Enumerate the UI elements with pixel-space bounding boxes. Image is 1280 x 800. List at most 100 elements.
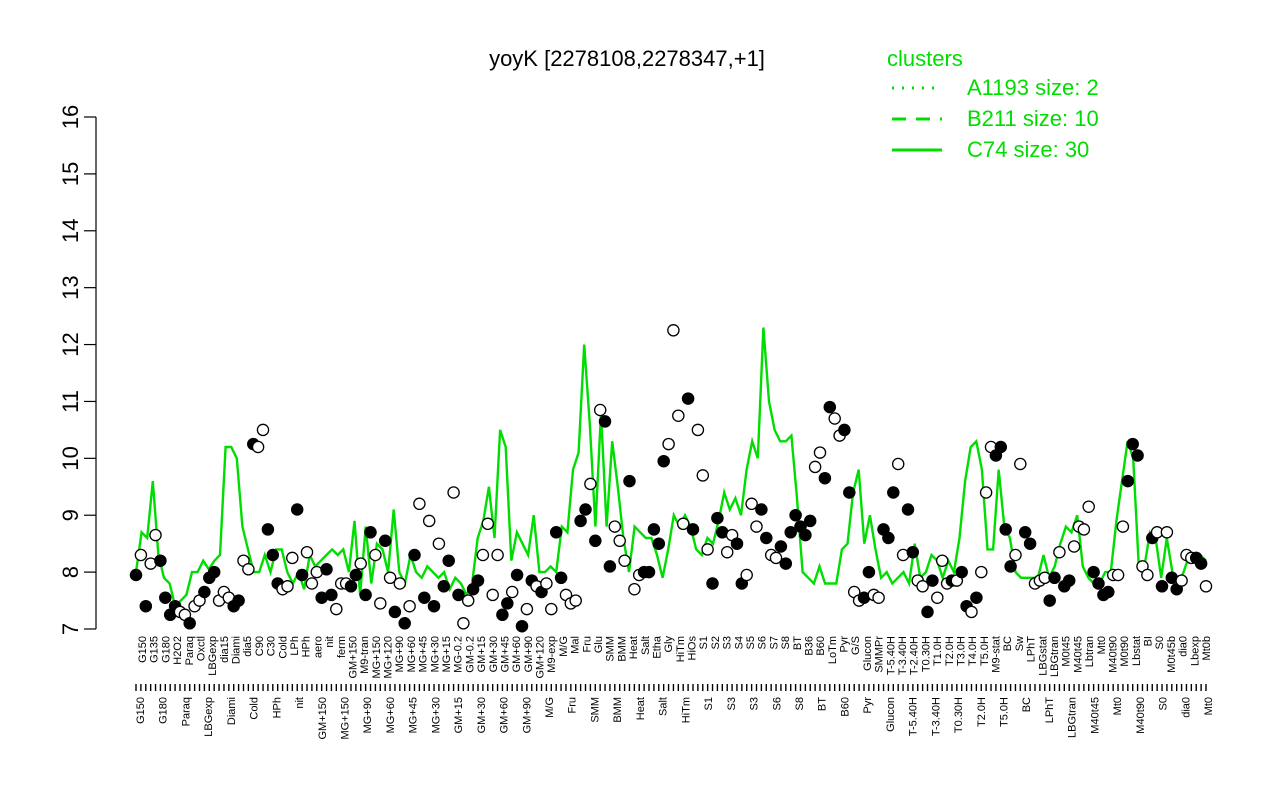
data-point (393, 577, 407, 590)
data-point (290, 503, 304, 516)
data-point (628, 582, 641, 596)
x-tick-label: S0 (1154, 636, 1166, 649)
data-point (325, 588, 338, 602)
x-tick-label: LBGexp (207, 636, 219, 676)
y-tick-label: 9 (58, 509, 83, 521)
points-layer (129, 324, 1213, 633)
data-point (779, 557, 793, 570)
y-tick-label: 11 (58, 390, 83, 413)
data-point (999, 523, 1012, 536)
data-point (403, 599, 416, 613)
x-tick-label: T1.0H (932, 636, 944, 666)
data-point (418, 591, 431, 604)
data-point (755, 503, 768, 516)
data-point (745, 497, 758, 511)
data-point (623, 474, 636, 488)
data-point (579, 503, 592, 516)
y-tick-label: 13 (58, 275, 83, 299)
data-point (369, 548, 382, 562)
x-tick-label: GM+60 (511, 636, 523, 672)
x-tick-label: M40t90 (1108, 636, 1120, 673)
x-tick-label: BMM (616, 636, 628, 662)
x-tick-label: S3 (722, 636, 734, 649)
legend-entry-label: C74 size: 30 (967, 137, 1089, 162)
data-point (427, 599, 441, 613)
data-point (720, 545, 734, 559)
x-tick-label: T2.0H (944, 636, 956, 666)
data-point (1175, 574, 1188, 587)
x-tick-label: Paraq (180, 697, 192, 726)
data-point (554, 571, 568, 585)
x-tick-label: GM+30 (476, 697, 488, 733)
x-tick-label: Heat (628, 636, 640, 659)
x-tick-label: T2.0H (976, 697, 988, 727)
x-tick-label: Fru (567, 697, 579, 714)
x-tick-label: B36 (804, 636, 816, 656)
x-tick-label: GM+60 (499, 697, 511, 733)
legend-title: clusters (887, 46, 963, 71)
data-point (159, 591, 172, 604)
x-tick-label: T-5.40H (885, 636, 897, 675)
data-point (549, 526, 563, 539)
x-tick-label: M0t90 (1119, 636, 1131, 667)
x-tick-label: Mal (570, 636, 582, 654)
data-point (505, 585, 519, 599)
data-point (1014, 457, 1027, 471)
data-point (349, 568, 363, 582)
data-point (461, 594, 475, 607)
x-tick-label: MG+120 (383, 636, 395, 679)
data-point (281, 580, 294, 593)
data-point (667, 324, 680, 337)
x-tick-label: H2O2 (172, 636, 184, 665)
data-point (642, 565, 656, 579)
data-point (232, 594, 245, 607)
data-point (818, 471, 832, 485)
data-point (808, 460, 822, 474)
x-tick-label: LBGtran (1067, 697, 1079, 738)
data-point (242, 563, 255, 576)
y-tick-label: 16 (58, 105, 83, 129)
x-tick-label: Lbtran (1084, 636, 1096, 667)
data-point (1004, 560, 1017, 573)
data-point (906, 545, 920, 559)
chart-title: yoyK [2278108,2278347,+1] (489, 46, 765, 71)
data-point (931, 591, 944, 604)
x-tick-label: Mt0 (1112, 697, 1124, 715)
x-tick-label: LoTm (827, 636, 839, 664)
x-tick-label: T0.30H (953, 697, 965, 733)
data-point (935, 554, 949, 567)
legend-entries: A1193 size: 2 B211 size: 10 C74 size: 30 (892, 75, 1099, 162)
data-point (1062, 574, 1076, 587)
x-tick-label: G135 (149, 636, 161, 663)
x-tick-label: Paraq (184, 636, 196, 665)
data-point (760, 531, 773, 545)
x-tick-label: T-5.40H (908, 697, 920, 736)
x-tick-label: HiTm (675, 636, 687, 662)
data-point (691, 423, 705, 437)
x-tick-label: Glucon (885, 697, 897, 732)
x-tick-label: GM+150 (317, 697, 329, 740)
data-point (437, 580, 451, 593)
data-point (520, 602, 534, 616)
data-point (676, 517, 690, 531)
x-tick-label: LPhT (1044, 697, 1056, 724)
x-tick-label: LPh (289, 636, 301, 656)
data-point (452, 588, 465, 602)
legend-entry-label: B211 size: 10 (967, 106, 1099, 131)
data-point (828, 412, 841, 425)
data-point (388, 605, 402, 619)
data-point (803, 514, 817, 528)
x-tick-label: HPh (301, 636, 313, 657)
x-tick-label: GM+120 (535, 636, 547, 679)
x-tick-label: S3 (726, 697, 738, 710)
x-tick-label: BC (1002, 636, 1014, 651)
x-tick-label: S4 (733, 636, 745, 649)
data-point (1102, 585, 1115, 599)
data-point (139, 599, 153, 613)
x-tick-label: M40t45 (1072, 636, 1084, 673)
data-point (891, 457, 905, 471)
x-tick-label: MG+45 (408, 697, 420, 733)
x-tick-label: Pyr (839, 636, 851, 653)
x-tick-label: S6 (771, 697, 783, 710)
data-point (970, 591, 983, 604)
